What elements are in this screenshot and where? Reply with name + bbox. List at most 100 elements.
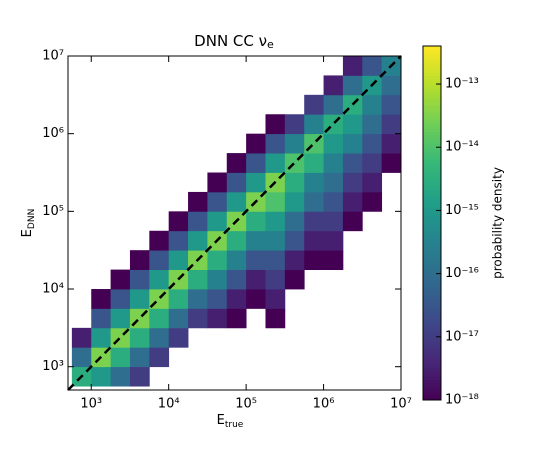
y-axis-label: EDNN [20, 209, 37, 238]
colorbar-segment [423, 105, 441, 109]
colorbar-segment [423, 214, 441, 218]
colorbar-segment [423, 172, 441, 177]
colorbar-segment [423, 199, 441, 203]
heatmap-cell [226, 289, 247, 309]
heatmap-cell [226, 250, 247, 270]
heatmap-cell [323, 211, 344, 232]
colorbar-segment [423, 279, 441, 283]
colorbar-segment [423, 125, 441, 130]
colorbar-segment [423, 373, 441, 377]
colorbar-segment [423, 75, 441, 79]
colorbar-segment [423, 155, 441, 159]
heatmap-cell [265, 289, 286, 309]
colorbar-segment [423, 140, 441, 144]
colorbar-segment [423, 128, 441, 133]
heatmap-cell [207, 308, 228, 329]
x-tick-label: 10⁶ [313, 397, 335, 412]
heatmap-cell [91, 308, 111, 329]
colorbar-segment [423, 397, 441, 401]
colorbar-tick-label: 10⁻¹⁶ [445, 266, 479, 281]
colorbar-segment [423, 379, 441, 383]
heatmap-cell [284, 172, 305, 193]
y-label-sub: DNN [27, 209, 37, 229]
x-tick-label: 10⁵ [235, 397, 257, 412]
heatmap-cell [362, 94, 383, 115]
heatmap-cell [323, 75, 344, 96]
heatmap-cell [207, 172, 228, 193]
heatmap-cell [71, 327, 92, 348]
heatmap-cell [226, 308, 247, 329]
heatmap-cell [362, 56, 383, 76]
colorbar-segment [423, 296, 441, 301]
title-text: DNN CC ν [194, 32, 267, 50]
colorbar-segment [423, 146, 441, 150]
heatmap-cell [381, 133, 402, 154]
heatmap-cell [207, 191, 228, 212]
colorbar-segment [423, 143, 441, 147]
colorbar-label: probability density [491, 167, 505, 279]
colorbar-segment [423, 46, 441, 50]
heatmap-cell [284, 133, 305, 154]
heatmap-cell [342, 114, 363, 135]
colorbar-segment [423, 84, 441, 88]
heatmap-cell [149, 230, 170, 251]
colorbar-segment [423, 276, 441, 280]
heatmap-cell [304, 114, 324, 135]
heatmap-cell [381, 153, 402, 173]
colorbar-segment [423, 364, 441, 369]
colorbar-segment [423, 258, 441, 262]
colorbar-segment [423, 326, 441, 330]
heatmap-cell [129, 250, 150, 270]
heatmap-cell [188, 230, 208, 251]
heatmap-cell [246, 211, 266, 232]
heatmap-cell [323, 153, 344, 173]
heatmap-cell [71, 347, 92, 368]
colorbar-segment [423, 66, 441, 71]
y-tick-label: 10⁴ [42, 282, 64, 297]
colorbar-segment [423, 164, 441, 168]
colorbar-segment [423, 234, 441, 239]
colorbar-segment [423, 287, 441, 292]
heatmap-cell [323, 172, 344, 193]
heatmap-cell [110, 366, 131, 387]
heatmap-cell [304, 172, 324, 193]
heatmap-cell [207, 250, 228, 270]
heatmap-cell [323, 133, 344, 154]
colorbar-segment [423, 320, 441, 324]
heatmap-cell [342, 133, 363, 154]
colorbar-segment [423, 343, 441, 348]
colorbar-segment [423, 317, 441, 321]
colorbar-segment [423, 181, 441, 186]
colorbar-segment [423, 246, 441, 251]
heatmap-cell [168, 230, 189, 251]
colorbar-segment [423, 187, 441, 192]
heatmap-cell [188, 269, 208, 290]
heatmap-cell [149, 347, 170, 368]
colorbar-segment [423, 131, 441, 135]
colorbar-segment [423, 314, 441, 318]
heatmap-cell [188, 289, 208, 309]
colorbar-segment [423, 57, 441, 62]
heatmap-cell [110, 269, 131, 290]
heatmap-cell [188, 191, 208, 212]
heatmap-cell [342, 56, 363, 76]
colorbar-segment [423, 338, 441, 342]
colorbar-segment [423, 119, 441, 124]
colorbar-segment [423, 134, 441, 138]
colorbar-segment [423, 166, 441, 171]
x-tick-label: 10⁷ [390, 397, 412, 412]
colorbar-segment [423, 193, 441, 197]
colorbar-segment [423, 116, 441, 121]
heatmap-cell [226, 269, 247, 290]
colorbar-segment [423, 78, 441, 82]
heatmap-cell [91, 289, 111, 309]
heatmap-cell [149, 327, 170, 348]
heatmap-cell [246, 172, 266, 193]
colorbar-segment [423, 370, 441, 374]
colorbar-segment [423, 231, 441, 236]
colorbar-segment [423, 332, 441, 336]
heatmap-cell [149, 250, 170, 270]
heatmap-cell [168, 211, 189, 232]
heatmap-cell [265, 114, 286, 135]
